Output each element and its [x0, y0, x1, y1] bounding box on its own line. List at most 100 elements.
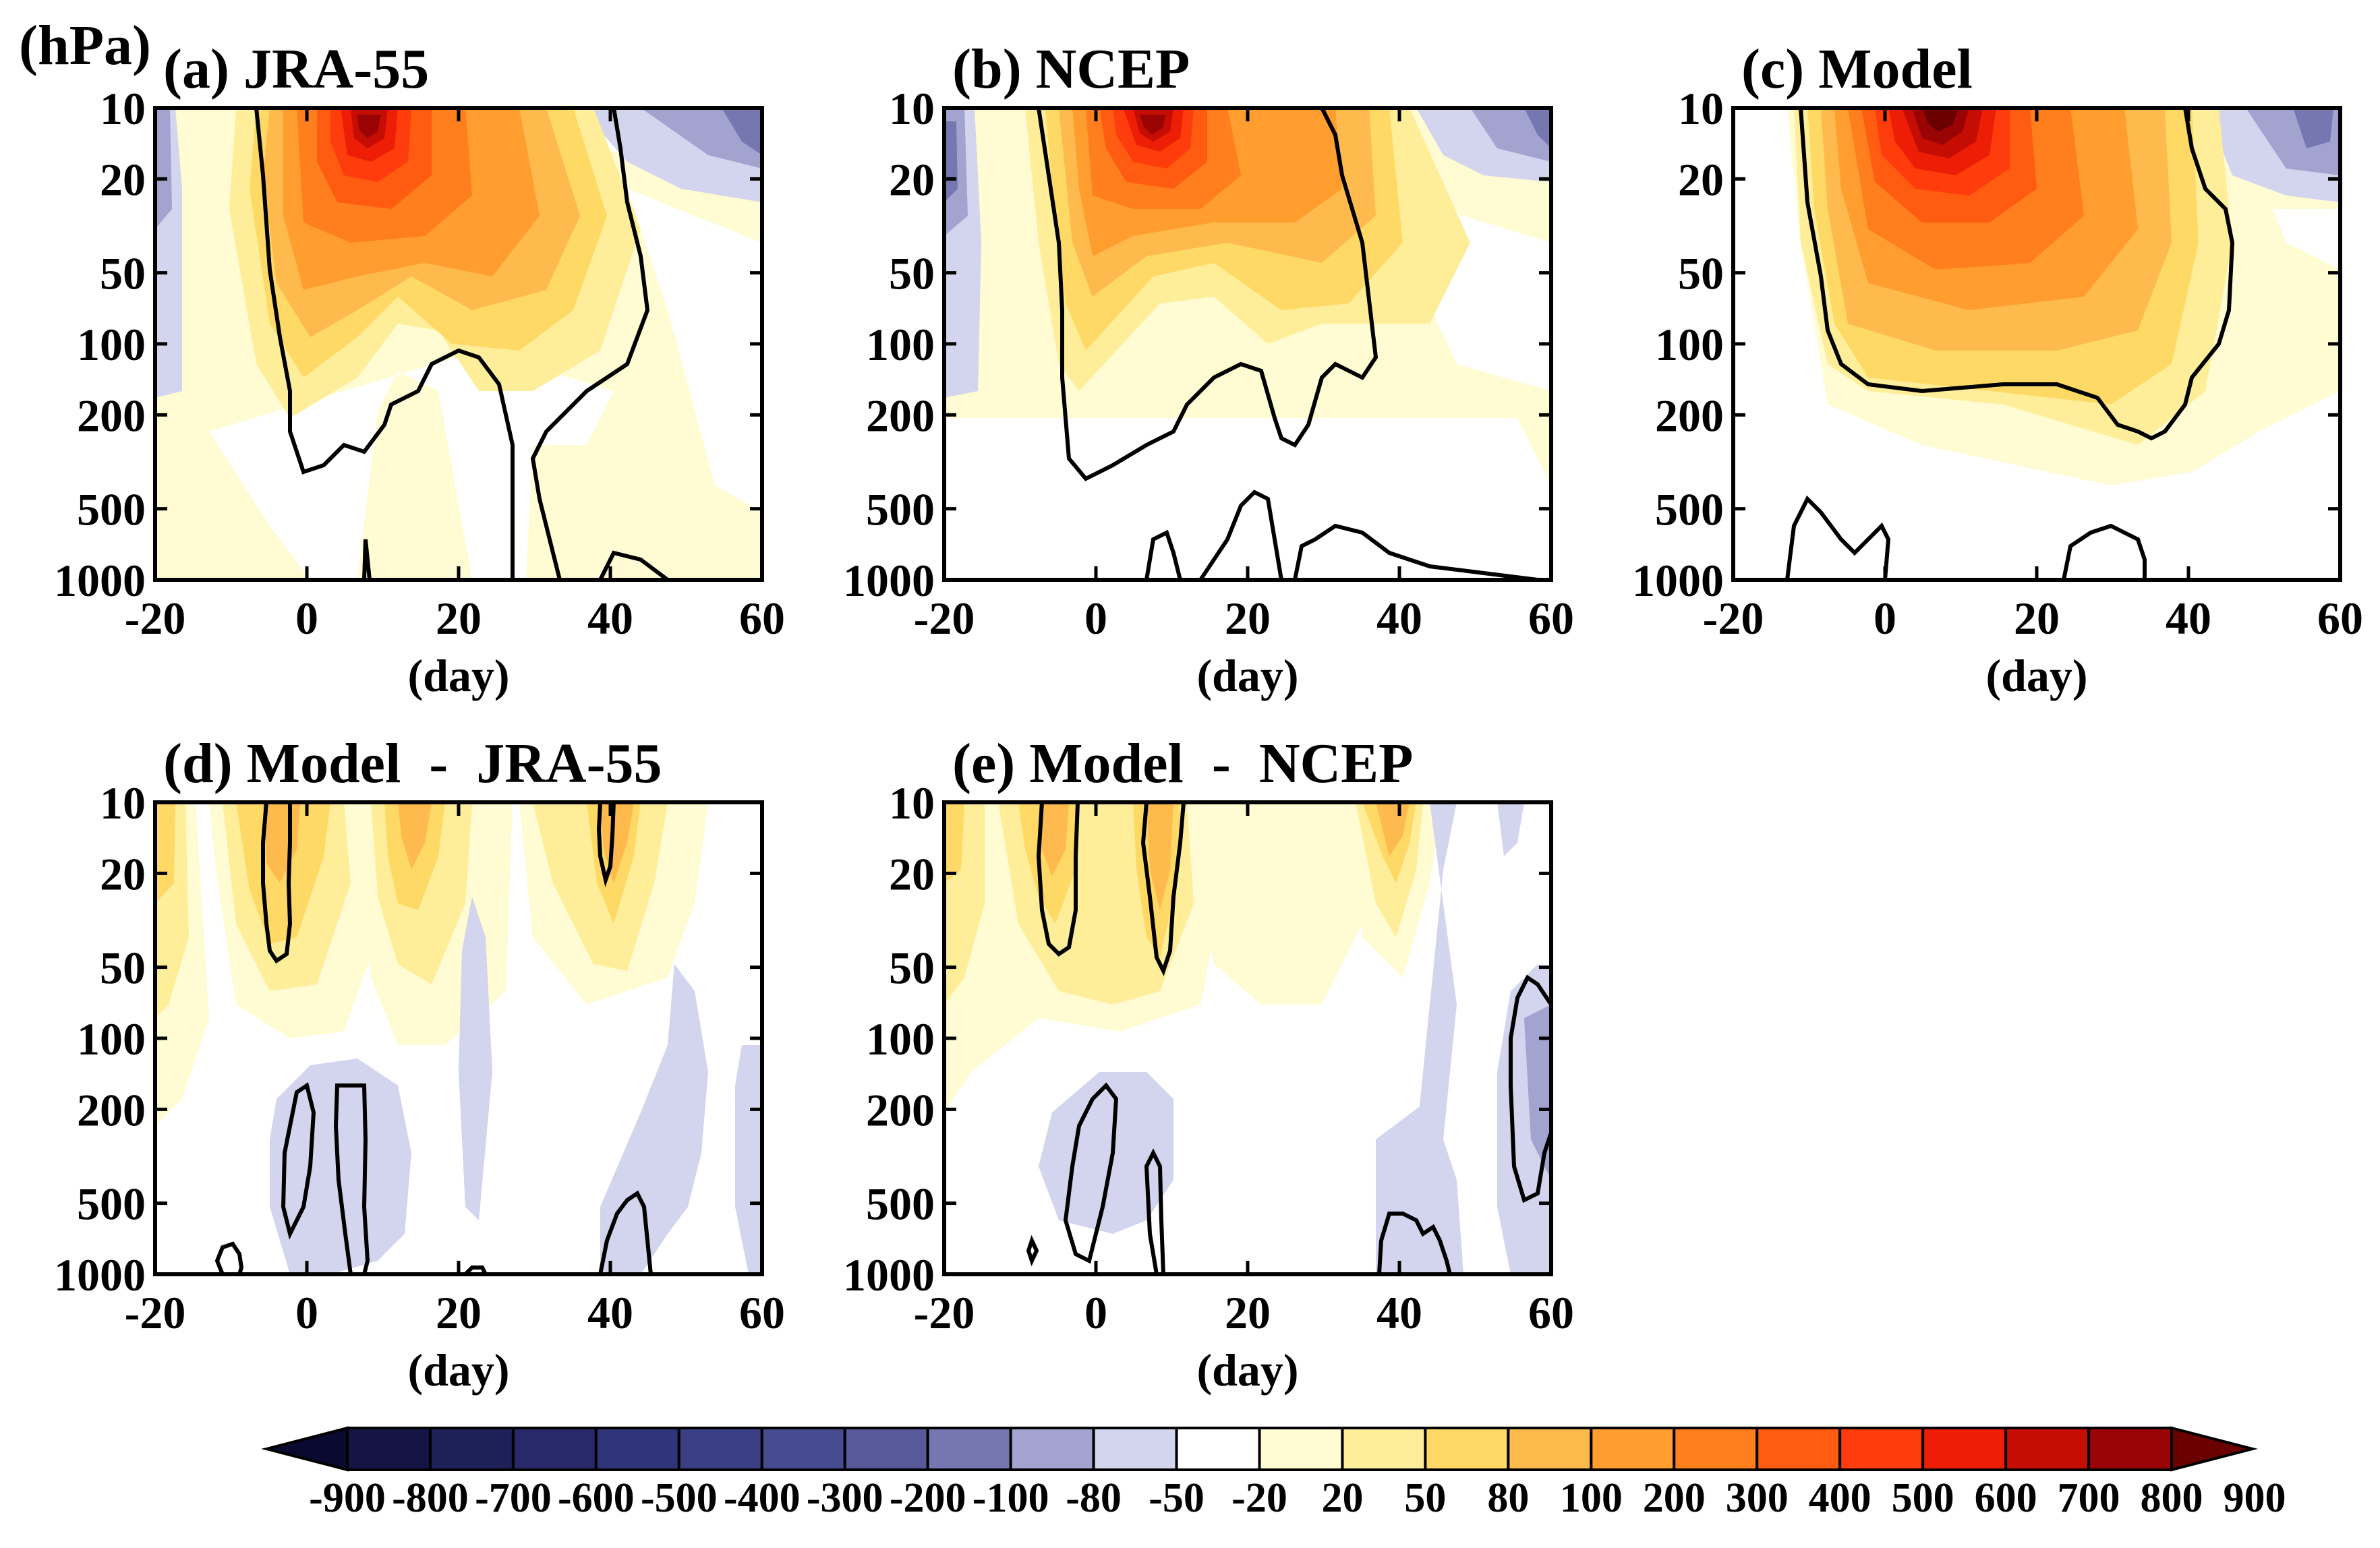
- colorbar-label: -100: [973, 1475, 1049, 1521]
- panel-e-ytick-label: 200: [866, 1084, 935, 1135]
- panel-e-xlabel: (day): [1196, 1344, 1298, 1396]
- panel-b-xtick-label: -20: [914, 593, 975, 644]
- colorbar-swatch: [760, 1427, 846, 1471]
- colorbar-swatch: [428, 1427, 515, 1471]
- colorbar-swatch: [2087, 1427, 2173, 1471]
- panel-e-ytick-label: 50: [889, 943, 935, 994]
- panel-a-field: [155, 108, 762, 580]
- colorbar-swatch: [1507, 1427, 1593, 1471]
- panel-c-xtick-label: 60: [2317, 593, 2363, 644]
- colorbar-label: -400: [724, 1475, 801, 1521]
- panel-a-xtick-label: 60: [739, 593, 785, 644]
- colorbar-label: -500: [641, 1475, 718, 1521]
- panel-d-contours: [214, 802, 653, 1276]
- panel-d-ytick-label: 1000: [54, 1249, 146, 1301]
- panel-a-xticks: -20 0 20 40 60: [125, 108, 785, 644]
- panel-c-xtick-label: 0: [1874, 593, 1896, 644]
- panel-c-ytick-label: 50: [1678, 248, 1724, 299]
- panel-e-xtick-label: 40: [1376, 1287, 1422, 1338]
- panel-a-yticks: 10 20 50 100 200 500 1000: [54, 83, 762, 606]
- panel-c-ytick-label: 100: [1655, 319, 1724, 370]
- panel-a-ytick-label: 10: [100, 83, 146, 134]
- colorbar-swatch: [2004, 1427, 2091, 1471]
- panel-a-xtick-label: 40: [587, 593, 633, 644]
- panel-d-xtick-label: 20: [436, 1287, 482, 1338]
- panel-b-field: [944, 108, 1551, 580]
- panel-d-title: (d) Model - JRA-55: [163, 732, 662, 795]
- panel-a-ytick-label: 500: [77, 484, 146, 535]
- panel-e-ytick-label: 10: [889, 777, 935, 829]
- panel-c-ytick-label: 10: [1678, 83, 1724, 134]
- panel-c-xtick-label: 20: [2014, 593, 2060, 644]
- colorbar-label: -700: [475, 1475, 552, 1521]
- panel-a-ytick-label: 20: [100, 154, 146, 205]
- colorbar-swatch: [1590, 1427, 1676, 1471]
- panel-e-xtick-label: 60: [1528, 1287, 1574, 1338]
- panel-b-title: (b) NCEP: [952, 38, 1190, 100]
- colorbar-label: -200: [890, 1475, 966, 1521]
- colorbar-swatch: [346, 1427, 432, 1471]
- colorbar-label: 800: [2141, 1475, 2203, 1521]
- colorbar-label: -300: [807, 1475, 883, 1521]
- colorbar-label: 300: [1726, 1475, 1789, 1521]
- panel-b-xtick-label: 20: [1225, 593, 1271, 644]
- panel-c-yticks: 10 20 50 100 200 500 1000: [1632, 83, 2340, 606]
- colorbar-label: 400: [1809, 1475, 1871, 1521]
- colorbar-label: 700: [2058, 1475, 2120, 1521]
- panel-d-ytick-label: 200: [77, 1084, 146, 1135]
- panel-c-contours: [1785, 107, 2235, 580]
- panel-d-xtick-label: 0: [295, 1287, 318, 1338]
- colorbar-swatch: [926, 1427, 1012, 1471]
- panel-a-title: (a) JRA-55: [163, 38, 429, 100]
- colorbar-swatch: [1921, 1427, 2008, 1471]
- panel-b-ytick-label: 1000: [843, 555, 935, 606]
- panel-c-title: (c) Model: [1741, 38, 1973, 100]
- colorbar-swatch: [1424, 1427, 1510, 1471]
- panel-b-ytick-label: 500: [866, 484, 935, 535]
- panel-a-ytick-label: 100: [77, 319, 146, 370]
- panel-a: (a) JRA-55 10 20 50 100 200 500 1000 -20 0 20 40 6…: [54, 38, 785, 701]
- panel-b-ytick-label: 100: [866, 319, 935, 370]
- panel-d-ytick-label: 100: [77, 1013, 146, 1065]
- panel-b-yticks: 10 20 50 100 200 500 1000: [843, 83, 1551, 606]
- colorbar-label: 900: [2223, 1475, 2286, 1521]
- panel-b-ytick-label: 10: [889, 83, 935, 134]
- colorbar: -900 -800 -700 -600 -500 -400 -300 -200 -100 -80-…: [261, 1426, 2286, 1521]
- colorbar-label: 50: [1404, 1475, 1446, 1521]
- panel-b-ytick-label: 200: [866, 390, 935, 441]
- colorbar-swatch: [594, 1427, 680, 1471]
- panel-b-xtick-label: 0: [1084, 593, 1107, 644]
- panel-e-contours: [1026, 802, 1553, 1276]
- colorbar-extend-high: [2170, 1426, 2258, 1472]
- panel-c-ytick-label: 200: [1655, 390, 1724, 441]
- panel-b-ytick-label: 50: [889, 248, 935, 299]
- colorbar-swatch: [1755, 1427, 1842, 1471]
- panel-a-ytick-label: 1000: [54, 555, 146, 606]
- colorbar-label: -600: [558, 1475, 635, 1521]
- colorbar-swatch: [843, 1427, 929, 1471]
- panel-c-xlabel: (day): [1985, 650, 2087, 701]
- panel-b-xtick-label: 40: [1376, 593, 1422, 644]
- panel-a-xlabel: (day): [407, 650, 509, 701]
- panel-b-xticks: -20 0 20 40 60: [914, 108, 1574, 644]
- panel-d-ytick-label: 20: [100, 848, 146, 899]
- panel-c-field: [1787, 108, 2340, 485]
- panel-d-xtick-label: 60: [739, 1287, 785, 1338]
- colorbar-swatch: [511, 1427, 598, 1471]
- panel-b-ytick-label: 20: [889, 154, 935, 205]
- panel-e-ytick-label: 1000: [843, 1249, 935, 1301]
- colorbar-label: -50: [1149, 1475, 1204, 1521]
- panel-d-ytick-label: 50: [100, 943, 146, 994]
- colorbar-swatch: [1258, 1427, 1344, 1471]
- panel-b-xlabel: (day): [1196, 650, 1298, 701]
- panel-e-field: [944, 802, 1551, 1274]
- colorbar-swatch: [1673, 1427, 1759, 1471]
- panel-d-xticks: -20 0 20 40 60: [125, 802, 785, 1338]
- panel-c-xticks: -20 0 20 40 60: [1703, 108, 2363, 644]
- colorbar-swatch: [1341, 1427, 1427, 1471]
- colorbar-label: -20: [1231, 1475, 1287, 1521]
- colorbar-label: 200: [1643, 1475, 1706, 1521]
